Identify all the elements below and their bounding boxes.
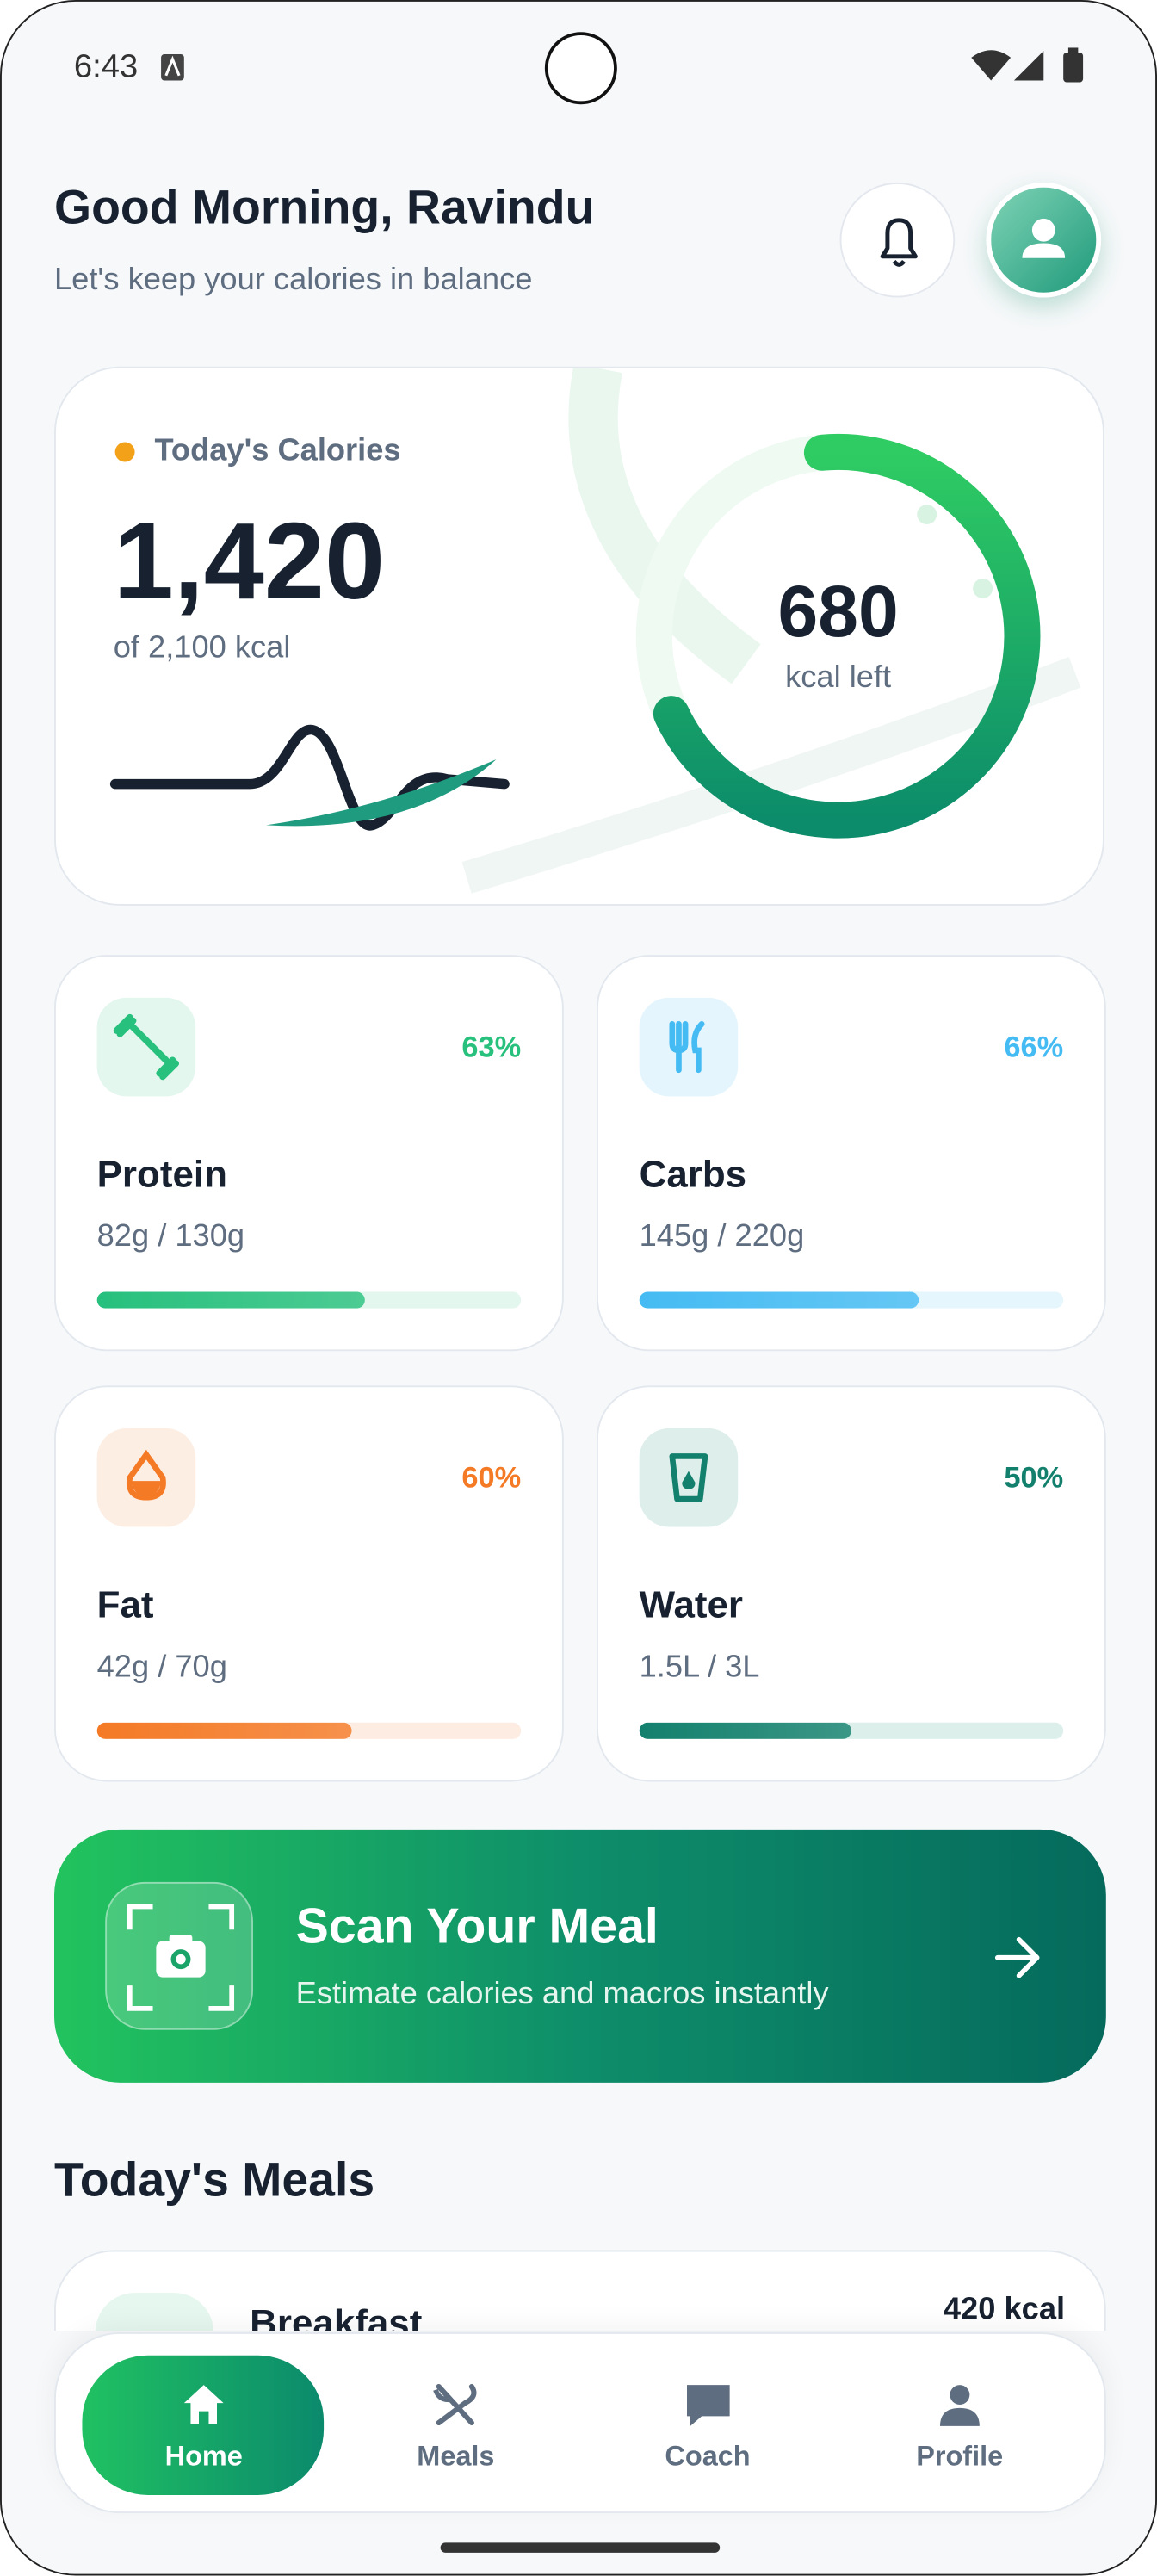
macro-percent: 63% bbox=[461, 1031, 522, 1064]
status-icons bbox=[971, 47, 1084, 83]
progress-bar bbox=[96, 1722, 352, 1739]
macro-card: 60% Fat 42g / 70g bbox=[54, 1385, 564, 1782]
nav-label: Profile bbox=[916, 2441, 1004, 2473]
status-dot bbox=[114, 442, 135, 462]
progress-track bbox=[96, 1291, 522, 1309]
macro-icon bbox=[639, 997, 739, 1097]
calorie-label: Today's Calories bbox=[154, 434, 401, 469]
macro-percent: 50% bbox=[1004, 1461, 1064, 1495]
camera-icon bbox=[127, 1904, 235, 2011]
macro-name: Water bbox=[639, 1582, 744, 1626]
macro-card: 50% Water 1.5L / 3L bbox=[597, 1385, 1106, 1782]
macro-icon bbox=[96, 1428, 196, 1527]
macro-icon-glyph bbox=[669, 1021, 705, 1074]
avatar-icon bbox=[1022, 218, 1066, 258]
meal-name: Breakfast bbox=[250, 2300, 423, 2331]
remaining-label: kcal left bbox=[785, 660, 892, 696]
bell-icon bbox=[880, 218, 918, 267]
progress-bar bbox=[639, 1722, 851, 1739]
nav-glyph bbox=[433, 2383, 478, 2426]
macro-name: Fat bbox=[96, 1582, 154, 1626]
meal-calories: 420 kcal bbox=[943, 2293, 1066, 2328]
nav-icon bbox=[933, 2380, 986, 2432]
macro-name: Protein bbox=[96, 1152, 227, 1195]
macro-amount: 42g / 70g bbox=[96, 1650, 227, 1685]
calories-goal: of 2,100 kcal bbox=[113, 631, 291, 666]
nav-glyph bbox=[183, 2385, 224, 2424]
meal-card[interactable]: Breakfast 420 kcal bbox=[54, 2250, 1106, 2331]
greeting-title: Good Morning, Ravindu bbox=[54, 182, 595, 235]
meals-title: Today's Meals bbox=[54, 2154, 375, 2208]
macro-card: 66% Carbs 145g / 220g bbox=[597, 955, 1106, 1352]
macro-card: 63% Protein 82g / 130g bbox=[54, 955, 564, 1352]
progress-bar bbox=[639, 1291, 919, 1309]
macro-percent: 66% bbox=[1004, 1031, 1064, 1064]
scan-title: Scan Your Meal bbox=[295, 1899, 659, 1954]
macro-name: Carbs bbox=[639, 1152, 747, 1195]
calories-consumed: 1,420 bbox=[113, 499, 386, 622]
nav-icon bbox=[430, 2380, 482, 2432]
status-time: 6:43 bbox=[73, 49, 139, 86]
bottom-nav: Home Meals Coach Profile bbox=[54, 2332, 1106, 2514]
nav-icon bbox=[177, 2380, 230, 2432]
meal-icon-box bbox=[95, 2293, 214, 2331]
macro-amount: 145g / 220g bbox=[639, 1219, 805, 1254]
nav-glyph bbox=[686, 2385, 729, 2426]
progress-bar bbox=[96, 1291, 364, 1309]
progress-track bbox=[639, 1291, 1064, 1309]
nav-item[interactable]: Home bbox=[105, 2374, 302, 2489]
scan-icon-box bbox=[105, 1881, 253, 2030]
nav-item[interactable]: Coach bbox=[609, 2374, 806, 2489]
macro-icon-glyph bbox=[669, 1453, 708, 1502]
calorie-card: Today's Calories 1,420 of 2,100 kcal 680… bbox=[54, 366, 1104, 906]
macro-icon-glyph bbox=[126, 1449, 166, 1501]
calories-remaining: 680 bbox=[777, 572, 899, 653]
nav-label: Coach bbox=[665, 2441, 751, 2473]
notification-button[interactable] bbox=[839, 182, 956, 298]
scan-banner[interactable]: Scan Your Meal Estimate calories and mac… bbox=[54, 1829, 1106, 2083]
macro-amount: 1.5L / 3L bbox=[639, 1650, 760, 1685]
scan-subtitle: Estimate calories and macros instantly bbox=[295, 1977, 829, 2012]
macro-amount: 82g / 130g bbox=[96, 1219, 245, 1254]
macro-icon bbox=[639, 1428, 739, 1527]
calorie-ring bbox=[109, 368, 1081, 894]
nav-label: Meals bbox=[417, 2441, 495, 2473]
progress-track bbox=[639, 1722, 1064, 1739]
nav-label: Home bbox=[164, 2441, 243, 2473]
macro-icon bbox=[96, 997, 196, 1097]
macro-icon-glyph bbox=[113, 1013, 180, 1081]
nav-icon bbox=[681, 2380, 733, 2432]
camera-cutout bbox=[544, 32, 617, 105]
meal-list: Breakfast 420 kcal bbox=[54, 2250, 1106, 2331]
active-tab-pill bbox=[82, 2355, 325, 2496]
nav-glyph bbox=[939, 2385, 980, 2426]
home-indicator bbox=[440, 2542, 721, 2553]
progress-track bbox=[96, 1722, 522, 1739]
greeting-subtitle: Let's keep your calories in balance bbox=[54, 263, 533, 298]
arrow-icon bbox=[994, 1936, 1040, 1978]
status-icon bbox=[161, 54, 184, 81]
avatar-button[interactable] bbox=[986, 182, 1102, 298]
nav-item[interactable]: Profile bbox=[861, 2374, 1058, 2489]
macro-percent: 60% bbox=[461, 1461, 522, 1495]
nav-item[interactable]: Meals bbox=[357, 2374, 554, 2489]
